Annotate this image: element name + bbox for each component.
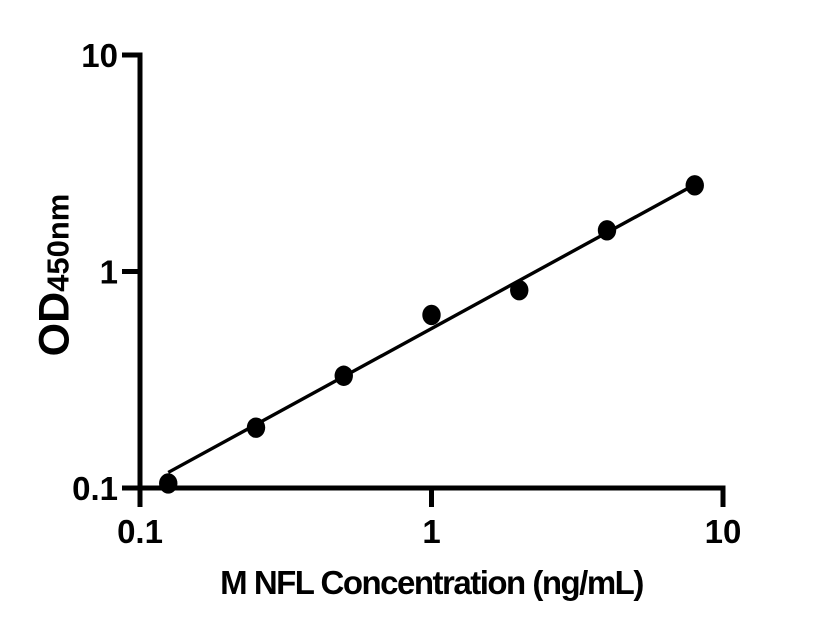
- y-tick-label: 1: [100, 254, 118, 291]
- fit-line: [167, 183, 696, 474]
- x-tick-label: 0.1: [117, 513, 163, 550]
- y-tick-label: 0.1: [72, 470, 118, 507]
- y-axis-title-subscript: 450nm: [40, 193, 76, 292]
- x-tick-label: 1: [422, 513, 440, 550]
- y-axis-title-main: OD: [30, 291, 79, 357]
- data-point: [510, 279, 529, 301]
- x-axis-title: M NFL Concentration (ng/mL): [220, 564, 644, 601]
- x-tick-label: 10: [705, 513, 742, 550]
- data-point: [422, 304, 441, 326]
- data-point: [159, 473, 178, 494]
- y-axis-title: OD450nm: [30, 193, 79, 357]
- y-tick-label: 10: [81, 37, 118, 74]
